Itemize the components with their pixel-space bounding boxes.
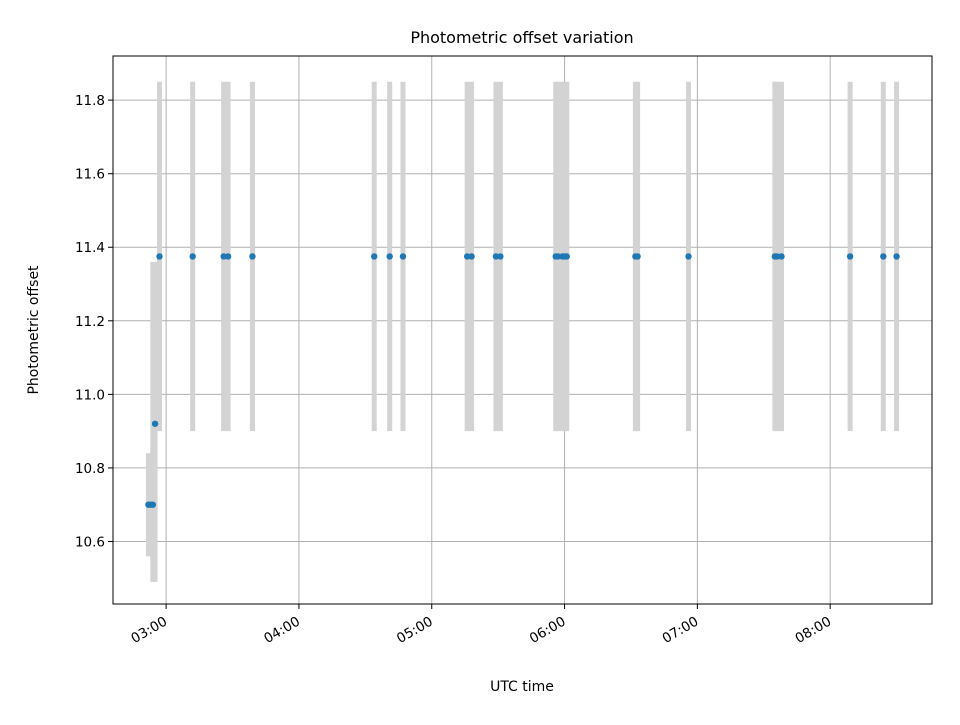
- chart-title: Photometric offset variation: [410, 28, 633, 47]
- data-points: [145, 253, 900, 508]
- data-point: [399, 253, 407, 260]
- data-point: [492, 253, 500, 260]
- y-tick-label: 11.0: [75, 387, 105, 403]
- data-point: [370, 253, 378, 260]
- y-axis-label: Photometric offset: [26, 265, 42, 395]
- y-tick-label: 10.8: [75, 461, 105, 477]
- data-point: [497, 253, 504, 260]
- y-tick-label: 11.8: [75, 93, 105, 109]
- data-point: [778, 253, 785, 260]
- data-point: [249, 253, 256, 260]
- data-point: [220, 253, 227, 260]
- plot-background: [113, 56, 932, 604]
- data-point: [156, 253, 163, 260]
- y-axis-ticks: 10.6 10.8 11.0 11.2 11.4 11.6 11.8: [75, 93, 113, 550]
- data-point: [468, 253, 475, 260]
- data-point: [463, 253, 471, 260]
- y-tick-label: 11.4: [75, 240, 105, 256]
- data-point: [386, 253, 393, 260]
- data-point: [773, 253, 781, 260]
- data-point: [149, 501, 157, 508]
- data-point: [685, 253, 692, 260]
- y-tick-label: 10.6: [75, 534, 105, 550]
- data-point: [893, 253, 900, 260]
- x-axis-label: UTC time: [490, 679, 554, 695]
- data-point: [224, 253, 232, 260]
- axes-frame: [112, 55, 933, 605]
- data-point: [554, 253, 562, 260]
- data-point: [151, 420, 159, 427]
- y-tick-label: 11.6: [75, 167, 105, 183]
- plot-area: [113, 56, 932, 604]
- data-point: [563, 253, 570, 260]
- grid-lines: [113, 56, 932, 604]
- y-tick-label: 11.2: [75, 314, 105, 330]
- data-point: [880, 253, 887, 260]
- data-point: [189, 253, 196, 260]
- data-point: [846, 253, 854, 260]
- data-point: [634, 253, 641, 260]
- axes-border: [112, 55, 933, 605]
